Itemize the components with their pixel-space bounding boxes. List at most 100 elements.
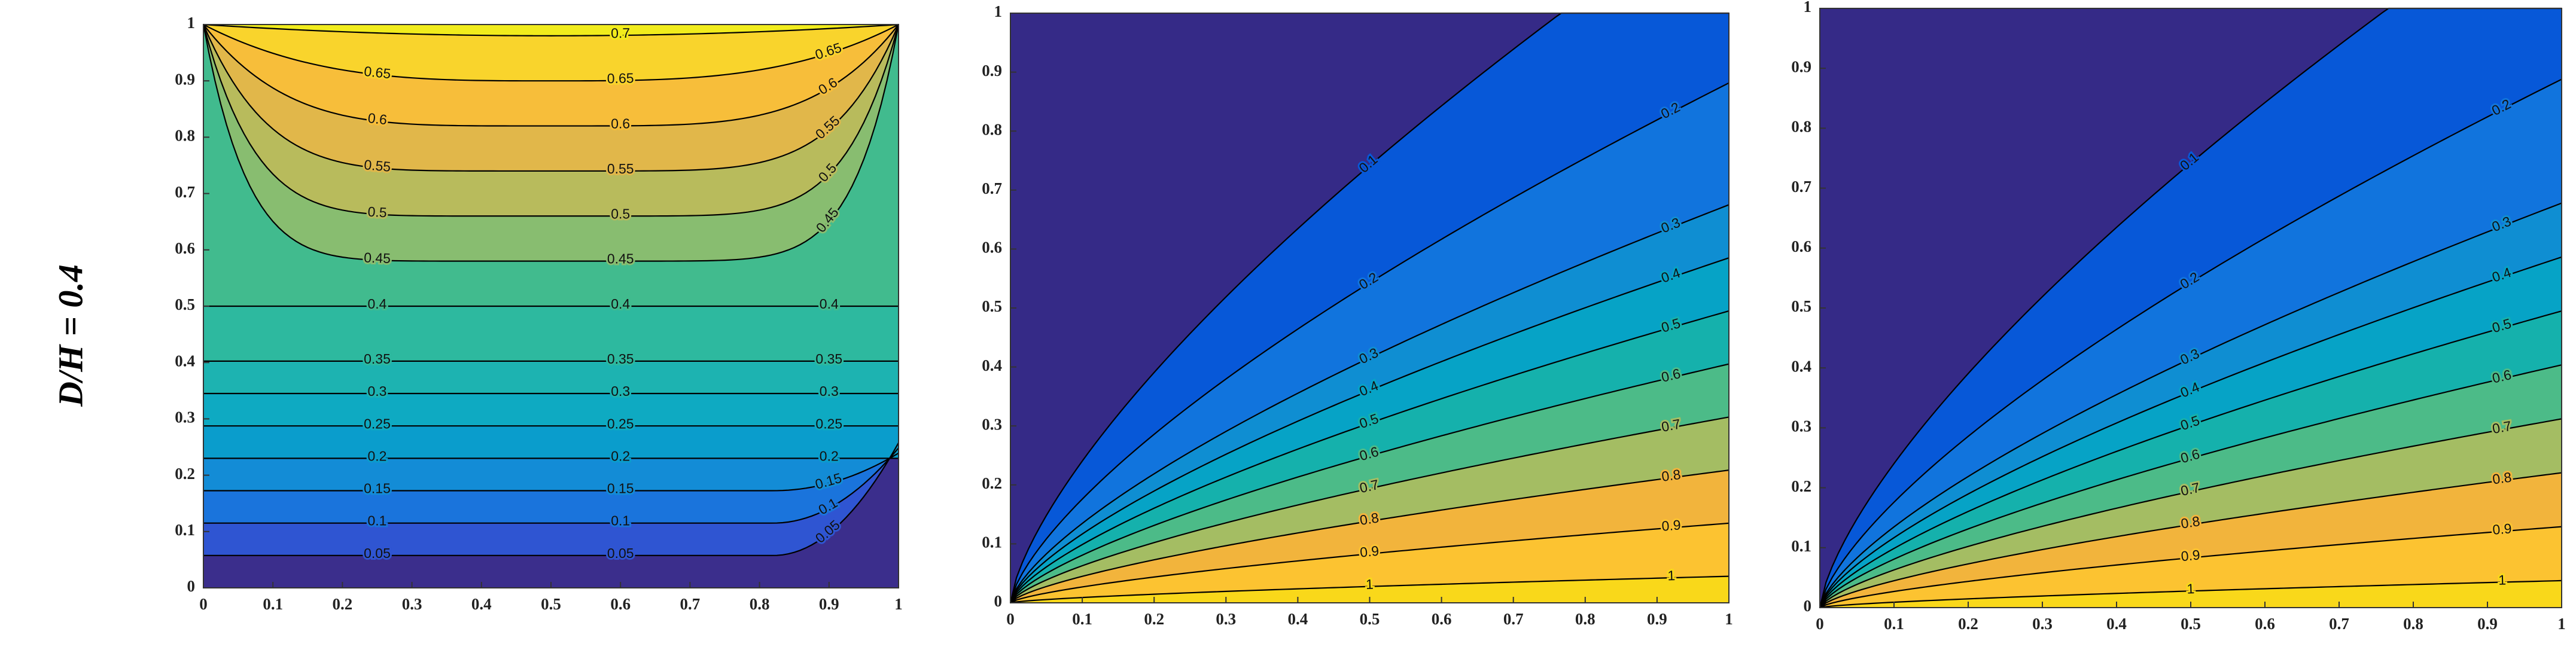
y-tick-label: 0.3 (982, 415, 1002, 433)
contour-label: 0.35 (364, 351, 391, 367)
contour-line (203, 24, 899, 127)
y-tick-label: 0.8 (1791, 118, 1811, 136)
contour-line (1010, 363, 1729, 603)
y-tick-label: 0.4 (175, 352, 195, 370)
y-tick-label: 0.8 (175, 127, 195, 145)
contour-label: 0.1 (368, 513, 387, 529)
x-tick-label: 0.1 (263, 595, 283, 613)
x-tick-label: 0.8 (750, 595, 770, 613)
contour-line (203, 24, 899, 82)
contour-line (1819, 526, 2562, 608)
x-tick-label: 0.7 (680, 595, 701, 613)
contour-label: 0.25 (364, 416, 391, 431)
contour-label: 0.4 (368, 296, 387, 312)
x-tick-label: 0.5 (541, 595, 561, 613)
contour-line (1010, 416, 1729, 603)
x-tick-label: 0.9 (2477, 615, 2498, 633)
y-tick-label: 0.7 (175, 183, 195, 201)
contour-label: 0.3 (368, 383, 387, 399)
contour-label: 0.6 (611, 115, 630, 131)
contour-label: 0.5 (611, 206, 630, 221)
contour-label: 0.15 (364, 481, 391, 496)
y-tick-label: 0 (994, 592, 1003, 610)
y-tick-label: 0.5 (175, 295, 195, 313)
contour-line (1010, 575, 1729, 604)
y-tick-label: 0.3 (1791, 417, 1811, 435)
contour-label: 1 (2498, 572, 2506, 587)
y-tick-label: 0.4 (1791, 357, 1811, 375)
contour-label: 0.3 (820, 383, 839, 399)
contour-label: 0.65 (363, 63, 391, 82)
band (203, 25, 899, 81)
contour-line (203, 23, 899, 36)
y-tick-label: 0 (1804, 597, 1812, 615)
contour-label: 0.8 (1359, 510, 1380, 528)
contour-label: 0.4 (611, 296, 630, 312)
contour-label: 0.2 (368, 448, 387, 463)
x-tick-label: 0.3 (402, 595, 422, 613)
contour-label: 0.45 (364, 249, 391, 266)
contour-label: 0.45 (607, 251, 634, 267)
contour-label: 0.25 (815, 416, 842, 431)
contour-label: 0.9 (1661, 517, 1682, 533)
contour-plot: 0.05 0.050.050.1 0.10.10.15 0.15 0.150.2 0.2 0… (175, 14, 903, 613)
y-tick-label: 0.8 (982, 120, 1002, 138)
contour-label: 0.2 (820, 448, 839, 463)
contour-label: 0.6 (367, 110, 388, 127)
x-tick-label: 0.6 (610, 595, 631, 613)
contour-label: 0.15 (607, 481, 634, 496)
contour-line (1009, 204, 1729, 603)
contour-label: 0.1 (611, 513, 630, 529)
y-tick-label: 0.1 (982, 533, 1002, 551)
row-label: D/H = 0.4 (51, 264, 90, 407)
y-tick-label: 0.1 (175, 521, 195, 539)
x-tick-label: 0.7 (2329, 615, 2349, 633)
contour-line (202, 24, 900, 262)
y-tick-label: 0 (187, 577, 196, 595)
contour-line (1819, 256, 2562, 608)
x-tick-label: 0.7 (1503, 610, 1524, 628)
contour-label: 0.25 (607, 416, 634, 431)
contour-line (1010, 469, 1729, 603)
contour-label: 0.35 (815, 351, 842, 367)
y-tick-label: 0.5 (1791, 297, 1811, 315)
contour-line (1819, 418, 2562, 608)
y-tick-label: 0.4 (982, 356, 1002, 374)
x-tick-label: 0.5 (2181, 615, 2201, 633)
contour-label: 1 (1366, 577, 1374, 592)
y-tick-label: 0.6 (982, 239, 1002, 257)
contour-label: 0.5 (367, 204, 387, 221)
y-tick-label: 0.9 (175, 70, 195, 88)
band (1820, 580, 2562, 608)
contour-line (1009, 82, 1729, 603)
contour-label: 0.05 (607, 545, 634, 561)
y-tick-label: 0.6 (1791, 237, 1811, 255)
contour-label: 0.55 (363, 157, 391, 175)
x-tick-label: 0.2 (1958, 615, 1978, 633)
contour-label: 0.9 (2180, 547, 2200, 564)
x-tick-label: 0.6 (1432, 610, 1452, 628)
x-tick-label: 0.4 (2106, 615, 2127, 633)
y-tick-label: 0.2 (1791, 477, 1811, 495)
y-tick-label: 0.3 (175, 408, 195, 426)
contour-line (1819, 202, 2562, 608)
contour-line (1819, 310, 2562, 608)
y-tick-label: 0.7 (982, 179, 1002, 197)
y-tick-label: 0.6 (175, 239, 195, 257)
contour-label: 0.4 (820, 296, 839, 312)
contour-label: 0.9 (1359, 543, 1380, 560)
contour-label: 0.8 (2180, 513, 2202, 532)
y-tick-label: 0.5 (982, 297, 1002, 315)
contour-label: 0.3 (611, 383, 630, 399)
contour-label: 0.55 (607, 161, 634, 176)
x-tick-label: 0.8 (1575, 610, 1595, 628)
y-tick-label: 0.2 (175, 465, 195, 483)
contour-label: 1 (1667, 568, 1675, 583)
x-tick-label: 0.1 (1884, 615, 1904, 633)
x-tick-label: 0 (199, 595, 208, 613)
y-tick-label: 1 (187, 14, 196, 32)
y-tick-label: 0.2 (982, 474, 1002, 492)
x-tick-label: 0.2 (1144, 610, 1164, 628)
contour-line (1010, 257, 1729, 603)
